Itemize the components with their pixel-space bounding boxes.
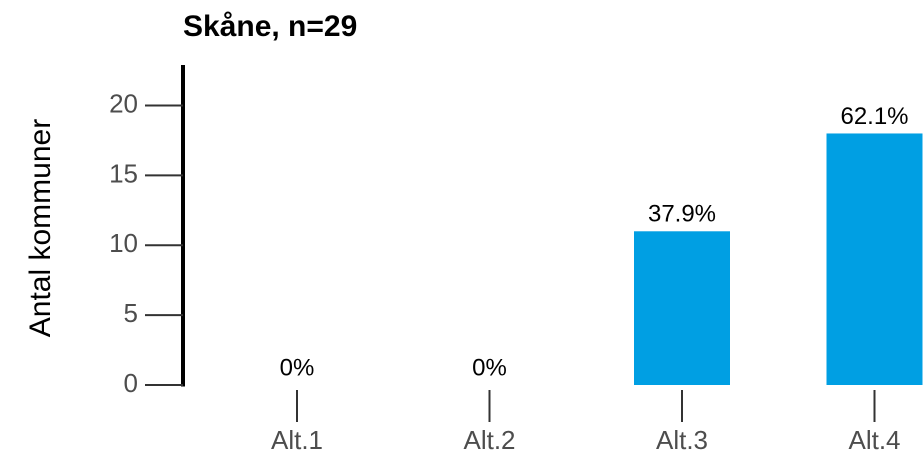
chart-title: Skåne, n=29 bbox=[183, 10, 357, 43]
y-tick-label: 20 bbox=[109, 88, 138, 118]
y-axis-label: Antal kommuner bbox=[24, 119, 57, 337]
x-tick-label: Alt.1 bbox=[271, 425, 323, 455]
x-tick-label: Alt.4 bbox=[848, 425, 900, 455]
bar bbox=[826, 133, 923, 385]
value-label: 37.9% bbox=[648, 201, 716, 228]
y-tick-label: 15 bbox=[109, 158, 138, 188]
value-label: 0% bbox=[280, 354, 315, 381]
y-tick-label: 10 bbox=[109, 228, 138, 258]
y-tick-label: 0 bbox=[124, 368, 138, 398]
value-label: 62.1% bbox=[840, 103, 908, 130]
y-tick-label: 5 bbox=[124, 298, 138, 328]
value-label: 0% bbox=[472, 354, 507, 381]
bar bbox=[634, 231, 730, 385]
x-tick-label: Alt.3 bbox=[656, 425, 708, 455]
x-tick-label: Alt.2 bbox=[463, 425, 515, 455]
